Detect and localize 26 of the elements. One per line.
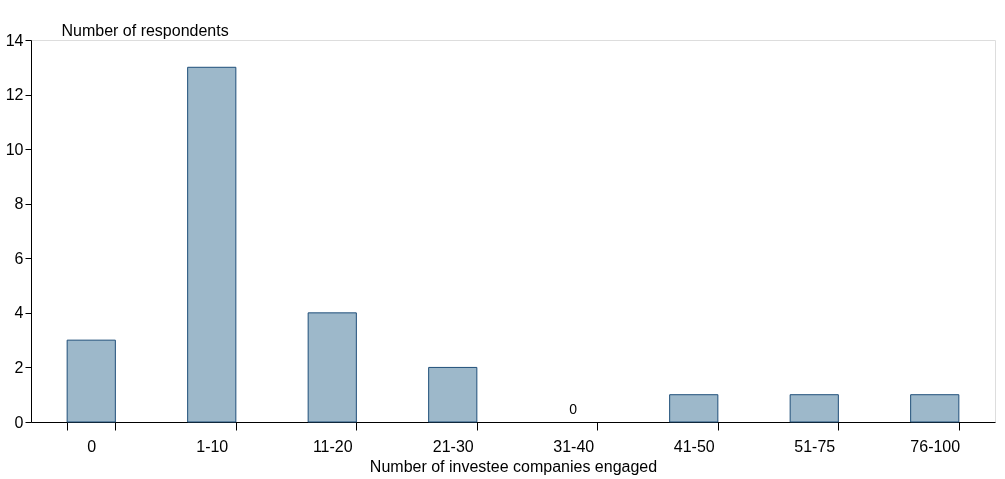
y-tick-label: 14 (5, 31, 24, 49)
x-tick-label: 51-75 (794, 437, 836, 455)
bar (789, 394, 839, 423)
y-axis-title: Number of respondents (61, 21, 229, 39)
y-tick-label: 2 (14, 358, 24, 376)
bar (307, 312, 357, 423)
y-tick-label: 10 (5, 140, 24, 158)
y-tick-label: 6 (14, 249, 24, 267)
x-tick-label: 0 (87, 437, 97, 455)
bar (428, 366, 478, 423)
y-tick-label: 12 (5, 86, 24, 104)
x-tick-label: 76-100 (910, 437, 961, 455)
data-label: 0 (569, 401, 578, 417)
y-tick-label: 4 (14, 304, 24, 322)
bar (910, 394, 960, 423)
bar (669, 394, 719, 423)
bar (66, 339, 116, 423)
x-axis-title: Number of investee companies engaged (369, 457, 658, 475)
x-tick-label: 41-50 (673, 437, 715, 455)
y-tick-label: 0 (14, 413, 24, 431)
y-tick-label: 8 (14, 195, 24, 213)
x-tick-label: 31-40 (553, 437, 595, 455)
bar (187, 66, 237, 423)
x-tick-label: 21-30 (432, 437, 474, 455)
x-tick-label: 1-10 (196, 437, 229, 455)
x-tick-label: 11-20 (312, 437, 353, 455)
